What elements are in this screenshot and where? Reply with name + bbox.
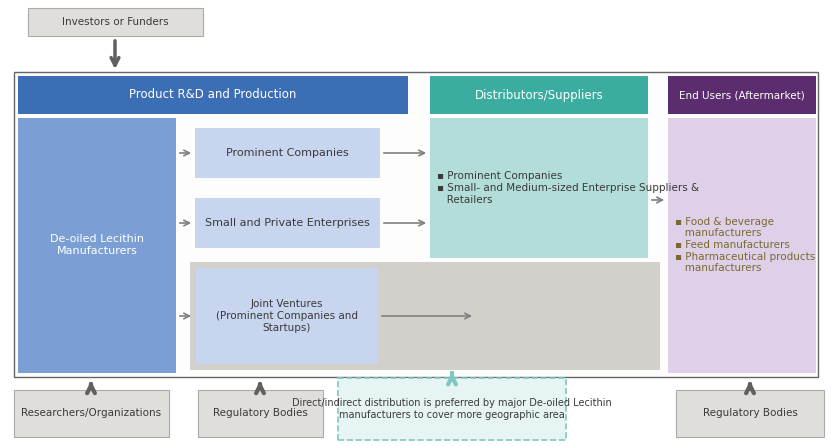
Bar bbox=[338, 378, 566, 440]
Bar bbox=[14, 72, 818, 377]
Text: De-oiled Lecithin
Manufacturers: De-oiled Lecithin Manufacturers bbox=[50, 234, 144, 256]
Bar bbox=[195, 198, 380, 248]
Text: End Users (Aftermarket): End Users (Aftermarket) bbox=[679, 90, 805, 100]
Bar bbox=[190, 262, 660, 370]
Bar bbox=[14, 390, 169, 437]
Bar bbox=[196, 268, 378, 364]
Text: Researchers/Organizations: Researchers/Organizations bbox=[21, 408, 161, 418]
Text: ▪ Food & beverage
   manufacturers
▪ Feed manufacturers
▪ Pharmaceutical product: ▪ Food & beverage manufacturers ▪ Feed m… bbox=[675, 217, 815, 273]
Bar bbox=[18, 118, 176, 373]
Bar bbox=[430, 76, 648, 114]
Bar bbox=[28, 8, 203, 36]
Bar bbox=[668, 118, 816, 373]
Text: Direct/indirect distribution is preferred by major De-oiled Lecithin
manufacture: Direct/indirect distribution is preferre… bbox=[293, 398, 612, 420]
Text: Investors or Funders: Investors or Funders bbox=[62, 17, 169, 27]
Bar bbox=[668, 76, 816, 114]
Bar bbox=[676, 390, 824, 437]
Text: Prominent Companies: Prominent Companies bbox=[226, 148, 348, 158]
Text: ▪ Prominent Companies
▪ Small- and Medium-sized Enterprise Suppliers &
   Retail: ▪ Prominent Companies ▪ Small- and Mediu… bbox=[437, 171, 699, 205]
Text: Product R&D and Production: Product R&D and Production bbox=[130, 88, 297, 102]
Bar bbox=[198, 390, 323, 437]
Bar bbox=[18, 76, 408, 114]
Text: Distributors/Suppliers: Distributors/Suppliers bbox=[475, 88, 603, 102]
Bar bbox=[430, 118, 648, 258]
Bar bbox=[195, 128, 380, 178]
Text: Regulatory Bodies: Regulatory Bodies bbox=[702, 408, 798, 418]
Text: Joint Ventures
(Prominent Companies and
Startups): Joint Ventures (Prominent Companies and … bbox=[216, 299, 358, 333]
Text: Small and Private Enterprises: Small and Private Enterprises bbox=[204, 218, 370, 228]
Text: Regulatory Bodies: Regulatory Bodies bbox=[213, 408, 307, 418]
